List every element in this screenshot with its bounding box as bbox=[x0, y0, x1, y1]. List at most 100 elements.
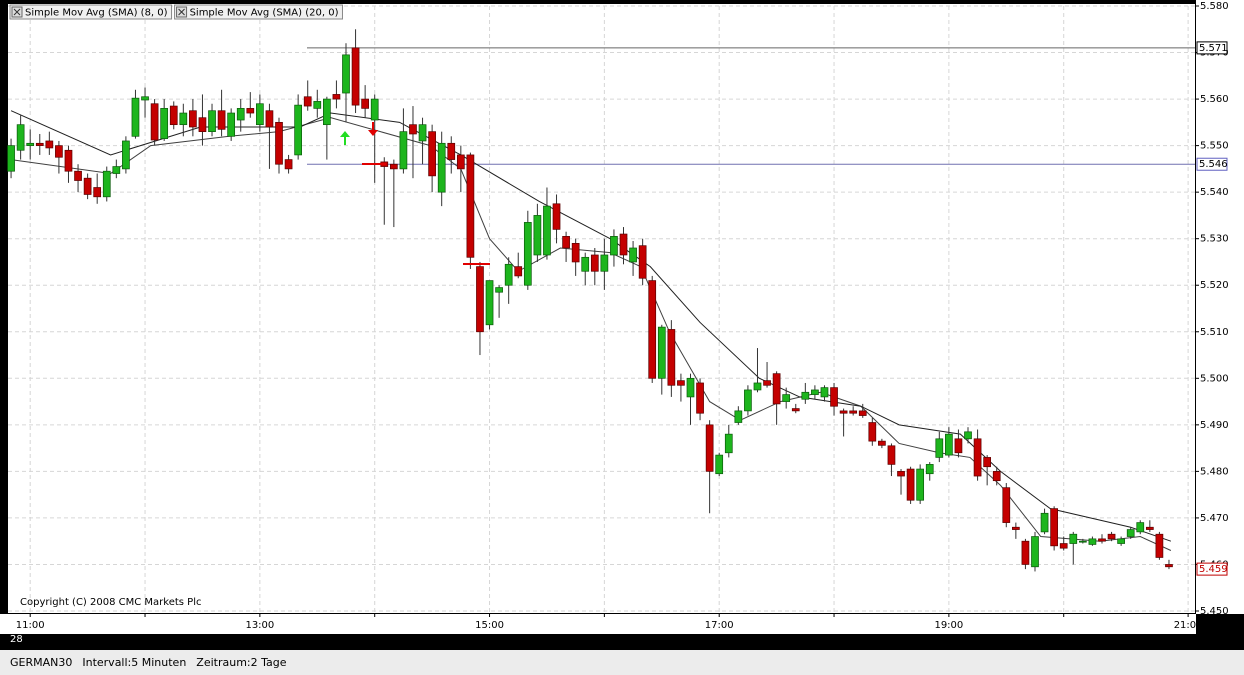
legend-close-x bbox=[178, 8, 185, 16]
candle-body bbox=[122, 140, 130, 170]
candle-body bbox=[1136, 522, 1145, 533]
y-tick-label: 5.530 bbox=[1200, 234, 1229, 245]
y-tick-label: 5.490 bbox=[1200, 420, 1229, 431]
candle-body bbox=[26, 142, 35, 146]
candle-body bbox=[93, 187, 102, 198]
candle-body bbox=[227, 112, 236, 137]
candle-body bbox=[811, 389, 819, 395]
candle-body bbox=[887, 445, 896, 465]
candle-body bbox=[1117, 538, 1125, 544]
candle-body bbox=[954, 438, 963, 454]
y-tick-label: 5.580 bbox=[1200, 1, 1229, 12]
candle-body bbox=[763, 380, 771, 386]
candle-body bbox=[629, 247, 637, 263]
legend-box bbox=[9, 4, 173, 20]
candle-body bbox=[1088, 538, 1097, 545]
candle-body bbox=[361, 98, 369, 109]
candle-body bbox=[715, 454, 724, 475]
range: Zeitraum:2 Tage bbox=[196, 656, 287, 669]
chart: 5.4505.4605.4705.4805.4905.5005.5105.520… bbox=[0, 0, 1244, 645]
candle-body bbox=[1165, 564, 1173, 568]
candle-body bbox=[696, 382, 704, 414]
candle-body bbox=[648, 280, 657, 379]
plot-layers: 5.4505.4605.4705.4805.4905.5005.5105.520… bbox=[7, 1, 1229, 631]
candle-body bbox=[83, 177, 92, 195]
candle-body bbox=[1069, 533, 1078, 544]
legend-close-x bbox=[13, 8, 21, 16]
candle-body bbox=[562, 236, 570, 249]
y-tick-label: 5.510 bbox=[1200, 327, 1229, 338]
candle-body bbox=[638, 245, 647, 279]
candle-body bbox=[705, 424, 714, 472]
level-label-box bbox=[1196, 157, 1228, 171]
buy-arrow bbox=[340, 131, 350, 145]
candle-body bbox=[1126, 529, 1135, 537]
candle-body bbox=[514, 266, 523, 277]
candle-body bbox=[150, 103, 159, 141]
candle-body bbox=[45, 140, 54, 149]
last-price-label: 5.459 bbox=[1199, 564, 1228, 575]
copyright: Copyright (C) 2008 CMC Markets Plc bbox=[20, 597, 201, 608]
candle-body bbox=[1050, 508, 1058, 547]
sell-arrow bbox=[368, 122, 378, 136]
interval: Intervall:5 Minuten bbox=[82, 656, 187, 669]
y-tick-label: 5.500 bbox=[1200, 373, 1229, 384]
legend-label: Simple Mov Avg (SMA) (8, 0) bbox=[25, 8, 168, 19]
candle-body bbox=[1107, 533, 1116, 540]
candle-body bbox=[236, 108, 245, 121]
candle-body bbox=[112, 166, 121, 174]
legend-label: Simple Mov Avg (SMA) (20, 0) bbox=[190, 8, 339, 19]
candle-body bbox=[16, 124, 25, 151]
y-tick-label: 5.540 bbox=[1200, 187, 1229, 198]
candle-body bbox=[265, 110, 274, 128]
candle-body bbox=[916, 468, 925, 501]
x-tick-label: 17:00 bbox=[705, 620, 734, 631]
candle-body bbox=[1145, 526, 1154, 530]
candle-body bbox=[342, 54, 350, 94]
y-tick-label: 5.560 bbox=[1200, 94, 1229, 105]
candle-body bbox=[1021, 540, 1030, 565]
candle-body bbox=[1002, 487, 1011, 523]
candle-body bbox=[724, 433, 733, 454]
candle-body bbox=[849, 410, 858, 414]
candle-body bbox=[7, 145, 15, 172]
date-label: 28 bbox=[10, 634, 23, 645]
candle-body bbox=[1078, 540, 1087, 543]
candle-body bbox=[906, 468, 915, 501]
candle-body bbox=[533, 215, 542, 256]
x-tick-label: 19:00 bbox=[934, 620, 963, 631]
candle-body bbox=[801, 391, 810, 400]
candle-body bbox=[858, 410, 867, 416]
candle-body bbox=[772, 373, 781, 405]
candle-body bbox=[523, 222, 532, 286]
candle-body bbox=[935, 438, 944, 458]
candle-body bbox=[409, 124, 417, 135]
candle-body bbox=[992, 471, 1001, 482]
candle-body bbox=[332, 94, 341, 100]
level-label-box bbox=[1196, 41, 1228, 55]
symbol: GERMAN30 bbox=[10, 656, 73, 669]
candle-body bbox=[753, 382, 762, 391]
candle-body bbox=[610, 236, 618, 256]
candle-body bbox=[55, 145, 63, 158]
last-price-box bbox=[1196, 562, 1228, 576]
candle-body bbox=[399, 131, 408, 170]
candle-body bbox=[160, 108, 169, 139]
level-label: 5.571 bbox=[1199, 43, 1228, 54]
candle-body bbox=[791, 408, 800, 412]
candle-body bbox=[179, 112, 188, 126]
candle-body bbox=[897, 471, 905, 477]
candle-body bbox=[217, 110, 226, 130]
y-tick-label: 5.450 bbox=[1200, 606, 1229, 617]
level-label: 5.546 bbox=[1199, 159, 1228, 170]
candle-body bbox=[246, 108, 255, 114]
candle-body bbox=[466, 154, 475, 258]
candle-body bbox=[131, 97, 140, 137]
candle-body bbox=[169, 105, 178, 126]
candle-body bbox=[1059, 543, 1068, 549]
candle-body bbox=[1040, 512, 1049, 533]
candle-body bbox=[543, 205, 551, 256]
candle-body bbox=[667, 329, 676, 386]
y-tick-label: 5.520 bbox=[1200, 280, 1229, 291]
